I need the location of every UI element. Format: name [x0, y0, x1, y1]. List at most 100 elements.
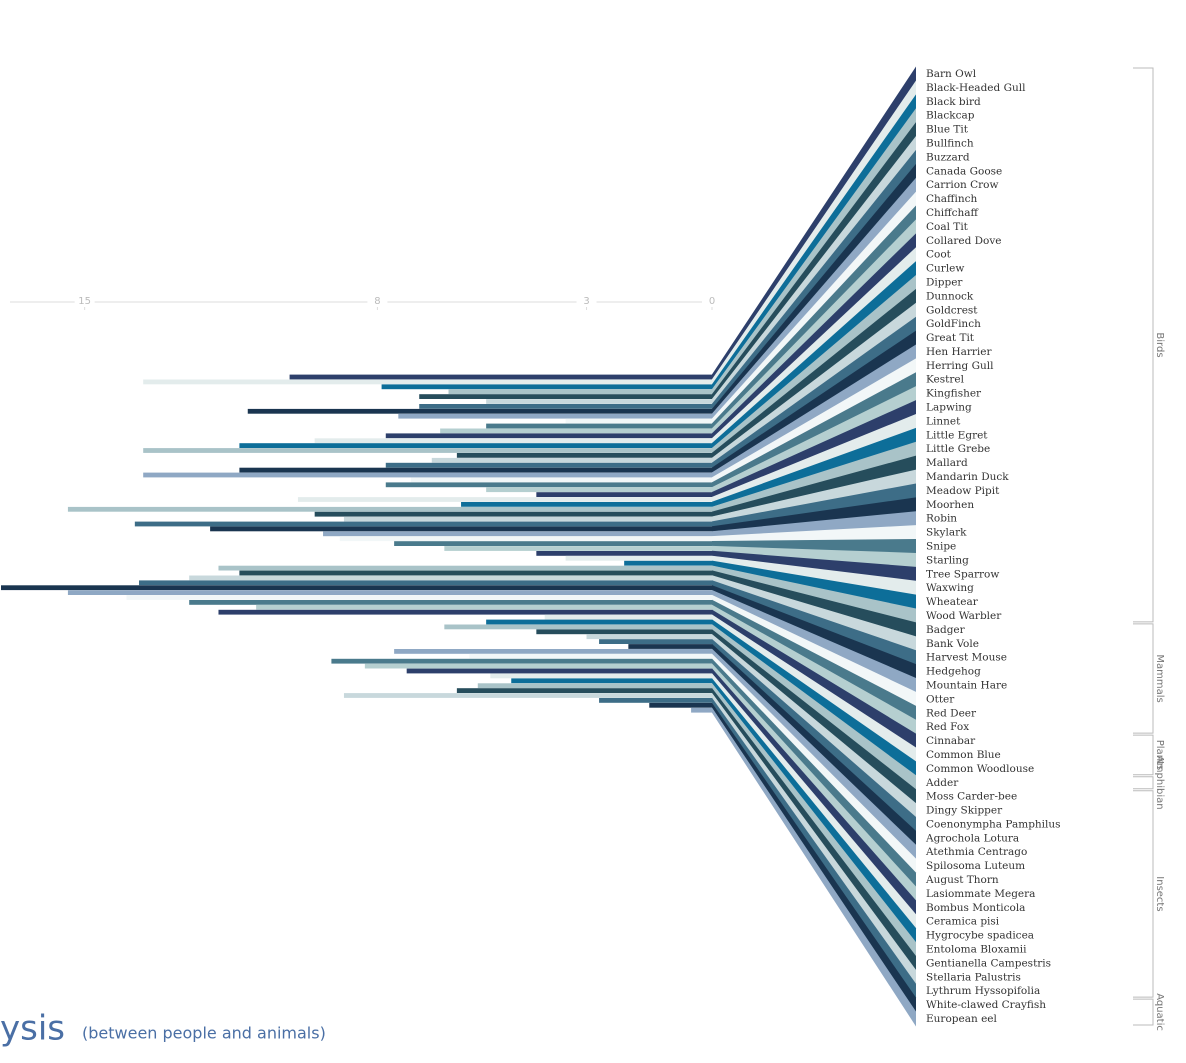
category-label: Bullfinch	[926, 137, 974, 149]
fan-strip	[712, 386, 916, 493]
fan-strip	[712, 599, 916, 721]
bar	[134, 521, 712, 527]
bar	[565, 555, 712, 561]
category-label: Entoloma Bloxamii	[926, 944, 1027, 956]
bar	[624, 560, 712, 566]
category-label: Chiffchaff	[926, 207, 980, 219]
bar	[394, 541, 712, 546]
bar	[339, 536, 712, 542]
bar	[536, 492, 712, 497]
bar	[289, 374, 712, 380]
group-bracket	[1133, 67, 1154, 623]
bar	[210, 526, 712, 532]
fan-strip	[712, 455, 916, 517]
category-label: Tree Sparrow	[926, 568, 999, 580]
bar	[461, 502, 712, 507]
bar	[448, 389, 712, 395]
category-label: August Thorn	[925, 874, 999, 886]
group-label: Insects	[1154, 876, 1165, 911]
fan-strip	[712, 372, 916, 488]
fan-strip	[712, 441, 916, 512]
fan-strip	[712, 639, 916, 832]
bar	[143, 448, 712, 453]
bar	[385, 462, 712, 468]
fan-strip	[712, 413, 916, 503]
fan-strip	[712, 136, 916, 405]
fan-strip	[712, 673, 916, 930]
bar	[239, 467, 713, 473]
bar	[469, 653, 712, 659]
bar	[406, 668, 712, 674]
category-label: Dunnock	[926, 290, 974, 302]
bar	[486, 399, 712, 404]
group-label: Birds	[1154, 332, 1165, 357]
group-bracket	[1133, 734, 1154, 776]
bar	[486, 619, 712, 625]
x-tick-label: 15	[78, 296, 91, 307]
category-label: Dingy Skipper	[926, 805, 1003, 817]
fan-strip	[712, 648, 916, 860]
category-label: Chaffinch	[926, 193, 978, 205]
category-label: Coal Tit	[926, 221, 969, 233]
bar	[565, 418, 712, 424]
x-tick-label: 0	[709, 296, 715, 307]
fan-strip	[712, 219, 916, 434]
bar	[239, 570, 713, 576]
fan-strip	[712, 316, 916, 468]
fan-strip	[712, 604, 916, 735]
category-label: Herring Gull	[926, 360, 994, 372]
fan-strip	[712, 108, 916, 395]
category-label: Linnet	[926, 415, 961, 427]
group-bracket	[1133, 790, 1154, 998]
fan-strip	[712, 66, 916, 380]
bar	[364, 663, 712, 669]
fan-strip	[712, 330, 916, 473]
bar	[691, 707, 712, 713]
chart-title: ysis	[0, 1009, 65, 1049]
fan-strip	[712, 163, 916, 414]
bar	[544, 614, 712, 620]
fan-strip	[712, 191, 916, 424]
fan-strip	[712, 483, 916, 527]
fan-strip	[712, 570, 916, 638]
fan-strip	[712, 697, 916, 999]
fan-strip	[712, 302, 916, 463]
category-label: Meadow Pipit	[926, 485, 1000, 497]
fan-strip	[712, 525, 916, 542]
bar	[331, 658, 712, 664]
category-label: Little Egret	[926, 429, 988, 441]
category-label: Common Blue	[926, 749, 1001, 761]
fan-strip	[712, 275, 916, 454]
bar	[314, 511, 712, 517]
category-label: Stellaria Palustris	[926, 971, 1021, 983]
group-bracket	[1133, 998, 1154, 1026]
category-label: Red Fox	[926, 721, 969, 733]
category-label: Buzzard	[926, 151, 970, 163]
fan-strip	[712, 707, 916, 1027]
fan-strip	[712, 122, 916, 400]
fan-strip	[712, 590, 916, 693]
category-label: Little Grebe	[926, 443, 990, 455]
category-label: Adder	[925, 777, 959, 789]
bar	[343, 693, 712, 698]
bar	[486, 487, 712, 493]
bar	[456, 688, 712, 693]
fan-strip	[712, 177, 916, 419]
bar	[444, 546, 712, 551]
fan-strip	[712, 358, 916, 483]
bar	[256, 604, 712, 610]
bar	[599, 698, 712, 703]
bar	[444, 624, 712, 630]
category-label: Canada Goose	[926, 165, 1002, 177]
bar	[1, 585, 712, 591]
category-label: Atethmia Centrago	[925, 846, 1027, 858]
fan-strip	[712, 469, 916, 522]
bar	[586, 634, 712, 640]
category-label: Great Tit	[926, 332, 975, 344]
category-label: Lapwing	[926, 402, 972, 414]
category-label: Goldcrest	[926, 304, 978, 316]
fan-strip	[712, 497, 916, 532]
fan-strip	[712, 565, 916, 624]
bar	[67, 506, 712, 512]
fan-strip	[712, 560, 916, 610]
